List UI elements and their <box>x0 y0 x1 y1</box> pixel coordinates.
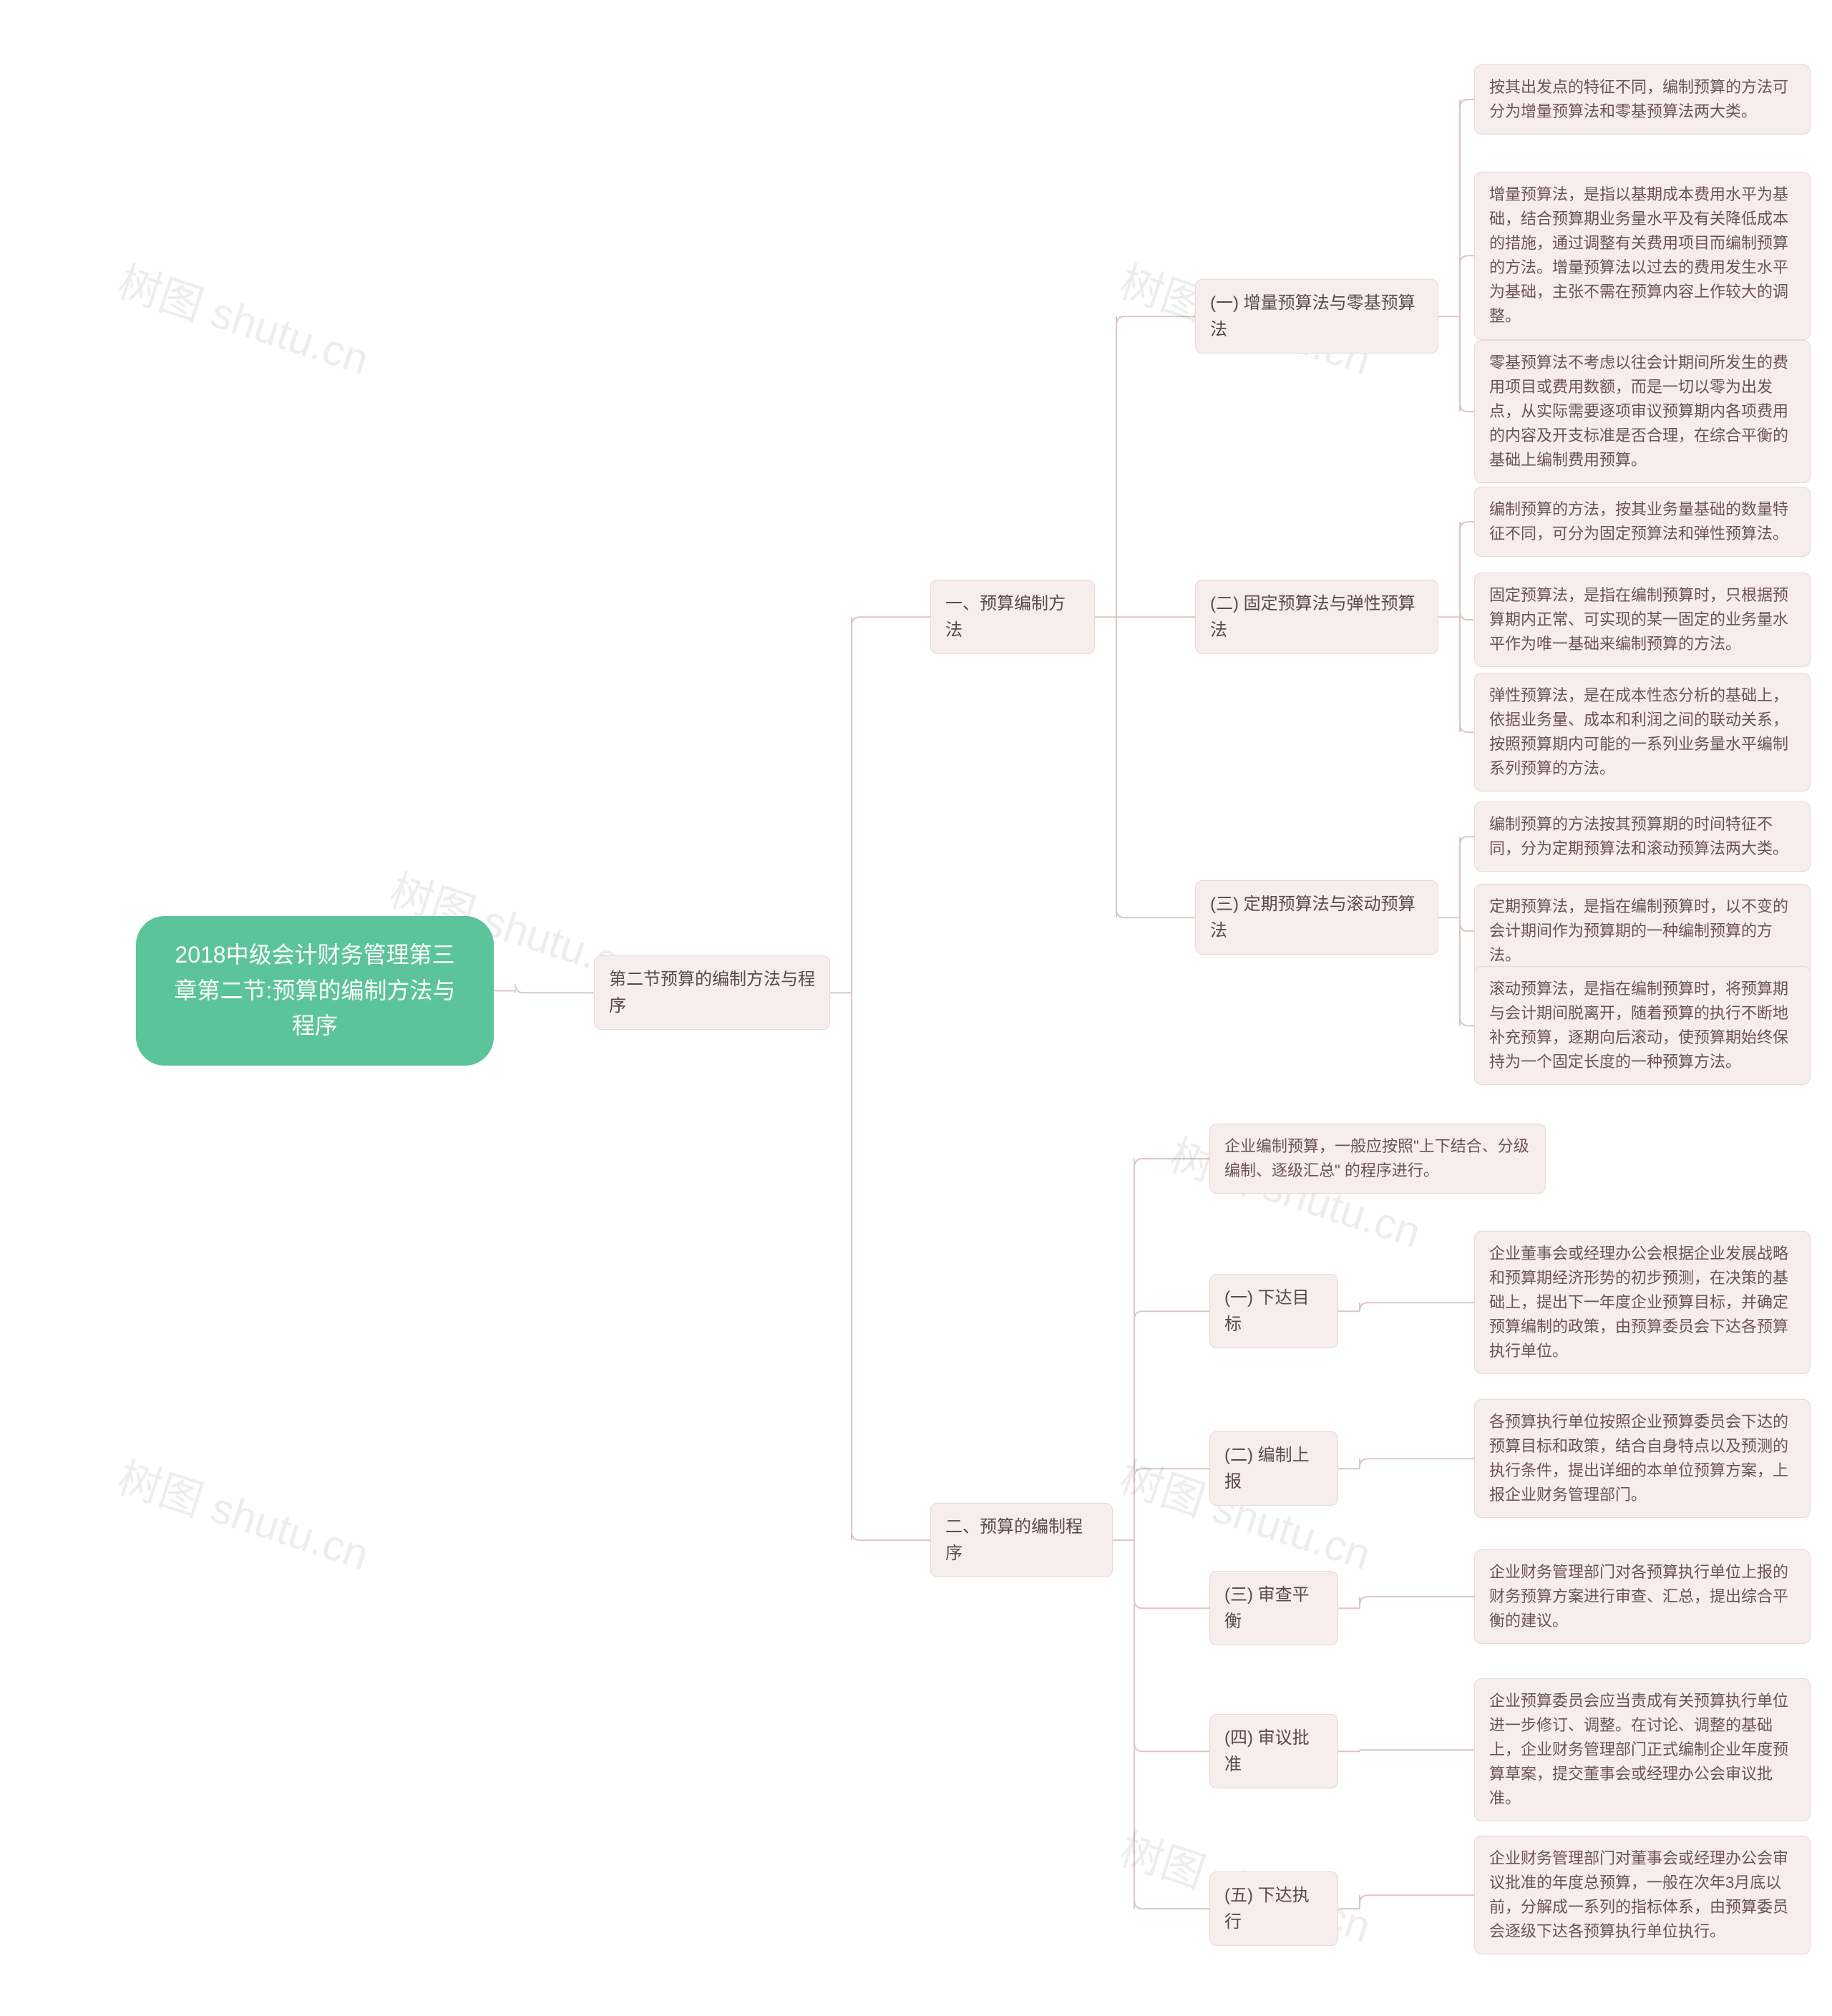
leaf-1-1-b: 增量预算法，是指以基期成本费用水平为基础，结合预算期业务量水平及有关降低成本的措… <box>1474 172 1811 340</box>
leaf-1-1-a: 按其出发点的特征不同，编制预算的方法可分为增量预算法和零基预算法两大类。 <box>1474 64 1811 135</box>
leaf-1-3-c: 滚动预算法，是指在编制预算时，将预算期与会计期间脱离开，随着预算的执行不断地补充… <box>1474 966 1811 1085</box>
leaf-1-2-c: 弹性预算法，是在成本性态分析的基础上，依据业务量、成本和利润之间的联动关系，按照… <box>1474 673 1811 792</box>
procedure-step-1-desc: 企业董事会或经理办公会根据企业发展战略和预算期经济形势的初步预测，在决策的基础上… <box>1474 1231 1811 1374</box>
leaf-1-1-c: 零基预算法不考虑以往会计期间所发生的费用项目或费用数额，而是一切以零为出发点，从… <box>1474 340 1811 483</box>
procedure-step-3: (三) 审查平衡 <box>1209 1571 1338 1645</box>
procedure-step-5-desc: 企业财务管理部门对董事会或经理办公会审议批准的年度总预算，一般在次年3月底以前，… <box>1474 1836 1811 1954</box>
procedure-step-3-desc: 企业财务管理部门对各预算执行单位上报的财务预算方案进行审查、汇总，提出综合平衡的… <box>1474 1549 1811 1644</box>
watermark: 树图 shutu.cn <box>111 1443 378 1582</box>
root-node: 2018中级会计财务管理第三章第二节:预算的编制方法与程序 <box>136 916 494 1066</box>
mindmap-canvas: 树图 shutu.cn树图 shutu.cn树图 shutu.cn树图 shut… <box>0 0 1832 2016</box>
method-periodic-rolling: (三) 定期预算法与滚动预算法 <box>1195 880 1438 955</box>
methods-heading: 一、预算编制方法 <box>930 580 1095 654</box>
leaf-1-2-b: 固定预算法，是指在编制预算时，只根据预算期内正常、可实现的某一固定的业务量水平作… <box>1474 573 1811 667</box>
procedure-step-4-desc: 企业预算委员会应当责成有关预算执行单位进一步修订、调整。在讨论、调整的基础上，企… <box>1474 1678 1811 1821</box>
leaf-1-3-a: 编制预算的方法按其预算期的时间特征不同，分为定期预算法和滚动预算法两大类。 <box>1474 802 1811 872</box>
leaf-1-3-b: 定期预算法，是指在编制预算时，以不变的会计期间作为预算期的一种编制预算的方法。 <box>1474 884 1811 978</box>
procedure-step-2: (二) 编制上报 <box>1209 1431 1338 1506</box>
procedure-step-1: (一) 下达目标 <box>1209 1274 1338 1348</box>
leaf-1-2-a: 编制预算的方法，按其业务量基础的数量特征不同，可分为固定预算法和弹性预算法。 <box>1474 487 1811 557</box>
method-fixed-flexible: (二) 固定预算法与弹性预算法 <box>1195 580 1438 654</box>
procedure-step-2-desc: 各预算执行单位按照企业预算委员会下达的预算目标和政策，结合自身特点以及预测的执行… <box>1474 1399 1811 1518</box>
procedure-step-5: (五) 下达执行 <box>1209 1871 1338 1946</box>
procedure-intro: 企业编制预算，一般应按照"上下结合、分级编制、逐级汇总" 的程序进行。 <box>1209 1124 1546 1194</box>
procedure-heading: 二、预算的编制程序 <box>930 1503 1113 1577</box>
procedure-step-4: (四) 审议批准 <box>1209 1714 1338 1788</box>
method-incremental-zero: (一) 增量预算法与零基预算法 <box>1195 279 1438 354</box>
section-node: 第二节预算的编制方法与程序 <box>594 955 830 1030</box>
watermark: 树图 shutu.cn <box>111 248 378 387</box>
